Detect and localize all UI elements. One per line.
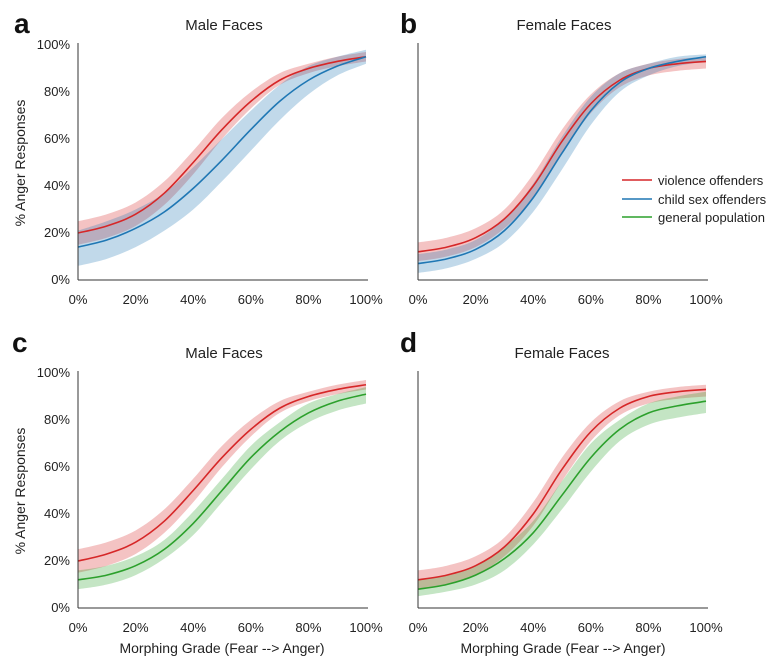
panel-a-x-tick-label: 60% xyxy=(238,292,264,307)
panel-c-y-tick-label: 20% xyxy=(44,553,70,568)
panel-letter-b: b xyxy=(400,8,417,39)
panel-b-x-tick-label: 100% xyxy=(689,292,723,307)
x-axis-label-left: Morphing Grade (Fear --> Anger) xyxy=(119,640,324,656)
panel-b-ci-band-violence-offenders xyxy=(418,56,706,262)
panel-b-x-tick-label: 20% xyxy=(463,292,489,307)
panel-b-title: Female Faces xyxy=(516,17,611,34)
panel-b-plot: 0% 20% 40% 60% 80% 100% xyxy=(409,43,723,307)
panel-c-x-tick-label: 40% xyxy=(180,620,206,635)
y-axis-label-bottom: % Anger Responses xyxy=(12,428,28,555)
legend-label-general: general population xyxy=(658,210,765,225)
panel-b-line-child-sex-offenders xyxy=(417,55,707,265)
panel-a-ci-band-violence-offenders xyxy=(78,52,366,245)
panel-c-ci-band-general-population xyxy=(78,387,366,590)
panel-b-x-tick-label: 60% xyxy=(578,292,604,307)
panel-c-y-tick-label: 80% xyxy=(44,412,70,427)
panel-a-ci-band-child-sex-offenders xyxy=(78,49,366,266)
legend-label-child-sex: child sex offenders xyxy=(658,192,767,207)
panel-c-x-tick-label: 80% xyxy=(295,620,321,635)
panel-d-x-tick-label: 100% xyxy=(689,620,723,635)
panel-a-x-tick-label: 80% xyxy=(295,292,321,307)
panel-c-line-general-population xyxy=(77,393,367,581)
panel-d-x-tick-label: 60% xyxy=(578,620,604,635)
panel-letter-d: d xyxy=(400,327,417,358)
panel-a-y-tick-label: 40% xyxy=(44,178,70,193)
panel-c-x-tick-label: 60% xyxy=(238,620,264,635)
panel-c: c Male Faces 0% 20% 40% 60% 80% 100% 0% 20% 40% 6… xyxy=(12,327,383,635)
y-axis-label-top: % Anger Responses xyxy=(12,100,28,227)
panel-d-line-general-population xyxy=(417,400,707,590)
panel-c-y-tick-label: 100% xyxy=(37,365,71,380)
panel-c-y-tick-label: 40% xyxy=(44,506,70,521)
panel-d-x-tick-label: 80% xyxy=(635,620,661,635)
panel-a-y-tick-label: 80% xyxy=(44,84,70,99)
panel-a-y-tick-label: 0% xyxy=(51,272,70,287)
panel-a-y-tick-label: 100% xyxy=(37,37,71,52)
panel-d-plot: 0% 20% 40% 60% 80% 100% xyxy=(409,371,723,635)
panel-d-x-tick-label: 40% xyxy=(520,620,546,635)
panel-b: b Female Faces 0% 20% 40% 60% 80% 100% xyxy=(400,8,723,307)
panel-b-x-tick-label: 80% xyxy=(635,292,661,307)
panel-c-y-tick-label: 0% xyxy=(51,600,70,615)
panel-a-x-tick-label: 0% xyxy=(69,292,88,307)
panel-a-y-tick-label: 20% xyxy=(44,225,70,240)
panel-a-line-violence-offenders xyxy=(77,55,367,234)
panel-b-x-tick-label: 40% xyxy=(520,292,546,307)
panel-c-x-tick-label: 20% xyxy=(123,620,149,635)
legend: violence offenders child sex offenders g… xyxy=(622,173,767,225)
panel-letter-a: a xyxy=(14,8,30,39)
panel-d-x-tick-label: 20% xyxy=(463,620,489,635)
panel-d-ci-band-violence-offenders xyxy=(418,384,706,590)
x-axis-label-right: Morphing Grade (Fear --> Anger) xyxy=(460,640,665,656)
panel-a-plot: 0% 20% 40% 60% 80% 100% 0% 20% 40% 60% 80% 100% xyxy=(37,37,383,307)
panel-d-title: Female Faces xyxy=(514,345,609,362)
panel-c-plot: 0% 20% 40% 60% 80% 100% 0% 20% 40% 60% 80% 100% xyxy=(37,365,383,635)
panel-b-ci-band-child-sex-offenders xyxy=(418,54,706,273)
panel-a: a Male Faces 0% 20% 40% 60% 80% 100% 0% 20% 40% 6… xyxy=(14,8,383,307)
panel-a-line-child-sex-offenders xyxy=(77,55,367,248)
panel-a-x-tick-label: 40% xyxy=(180,292,206,307)
panel-a-title: Male Faces xyxy=(185,17,263,34)
panel-c-title: Male Faces xyxy=(185,345,263,362)
panel-d-x-tick-label: 0% xyxy=(409,620,428,635)
panel-c-ci-band-violence-offenders xyxy=(78,380,366,573)
panel-a-y-tick-label: 60% xyxy=(44,131,70,146)
panel-d: d Female Faces 0% 20% 40% 60% 80% 100% xyxy=(400,327,723,635)
panel-a-x-tick-label: 100% xyxy=(349,292,383,307)
panel-b-x-tick-label: 0% xyxy=(409,292,428,307)
panel-letter-c: c xyxy=(12,327,28,358)
panel-a-x-tick-label: 20% xyxy=(123,292,149,307)
panel-c-y-tick-label: 60% xyxy=(44,459,70,474)
panel-d-line-violence-offenders xyxy=(417,388,707,581)
panel-c-x-tick-label: 100% xyxy=(349,620,383,635)
panel-c-x-tick-label: 0% xyxy=(69,620,88,635)
legend-label-violence: violence offenders xyxy=(658,173,764,188)
panel-c-line-violence-offenders xyxy=(77,383,367,562)
